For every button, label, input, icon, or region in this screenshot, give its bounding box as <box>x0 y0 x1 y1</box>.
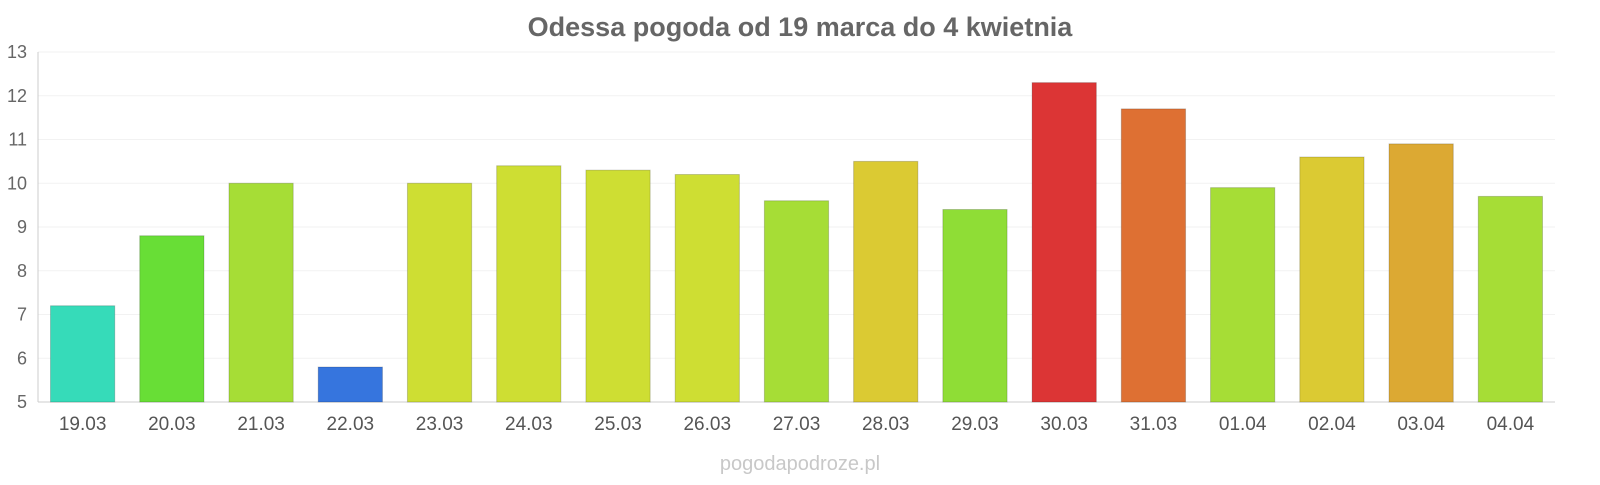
bar[interactable] <box>763 200 830 403</box>
x-tick-label: 03.04 <box>1397 414 1445 435</box>
x-tick-label: 26.03 <box>683 414 731 435</box>
x-tick-label: 24.03 <box>505 414 553 435</box>
x-tick-label: 25.03 <box>594 414 642 435</box>
bar[interactable] <box>1299 156 1365 403</box>
y-tick-label: 12 <box>7 86 27 106</box>
bar[interactable] <box>1120 108 1187 403</box>
x-tick-label: 30.03 <box>1040 414 1088 435</box>
x-tick-label: 28.03 <box>862 414 910 435</box>
x-tick-label: 20.03 <box>148 414 196 435</box>
bar[interactable] <box>228 182 294 403</box>
y-tick-label: 11 <box>8 130 27 150</box>
x-tick-label: 01.04 <box>1219 414 1267 435</box>
x-tick-label: 23.03 <box>416 414 464 435</box>
bar[interactable] <box>406 182 473 403</box>
y-tick-label: 10 <box>7 173 27 193</box>
y-tick-label: 8 <box>17 261 27 281</box>
bar[interactable] <box>496 165 562 403</box>
y-tick-label: 5 <box>17 392 27 412</box>
x-tick-label: 19.03 <box>59 414 107 435</box>
y-tick-label: 9 <box>17 217 27 237</box>
bars <box>49 82 1544 403</box>
bar[interactable] <box>585 169 651 403</box>
chart-title: Odessa pogoda od 19 marca do 4 kwietnia <box>528 12 1074 42</box>
bar[interactable] <box>853 160 919 403</box>
bar[interactable] <box>1031 82 1097 403</box>
x-tick-label: 02.04 <box>1308 414 1356 435</box>
x-tick-label: 27.03 <box>773 414 821 435</box>
y-axis-ticks: 5 6 7 8 9 10 11 12 13 <box>7 42 27 412</box>
x-axis-ticks: 19.03 20.03 21.03 22.03 23.03 24.03 25.03 26.03… <box>59 414 1535 435</box>
x-tick-label: 31.03 <box>1130 414 1178 435</box>
y-tick-label: 13 <box>7 42 27 62</box>
bar[interactable] <box>49 305 116 403</box>
bar[interactable] <box>139 235 205 403</box>
x-tick-label: 21.03 <box>237 414 285 435</box>
bar[interactable] <box>1388 143 1454 403</box>
x-tick-label: 04.04 <box>1487 414 1535 435</box>
bar[interactable] <box>674 174 740 403</box>
bar[interactable] <box>1477 195 1544 403</box>
bar[interactable] <box>317 366 383 403</box>
source-credit[interactable]: pogodapodroze.pl <box>720 453 880 475</box>
y-tick-label: 7 <box>17 305 27 325</box>
bar[interactable] <box>1210 187 1276 403</box>
y-tick-label: 6 <box>17 348 27 368</box>
x-tick-label: 29.03 <box>951 414 999 435</box>
x-tick-label: 22.03 <box>327 414 375 435</box>
bar[interactable] <box>942 209 1008 403</box>
